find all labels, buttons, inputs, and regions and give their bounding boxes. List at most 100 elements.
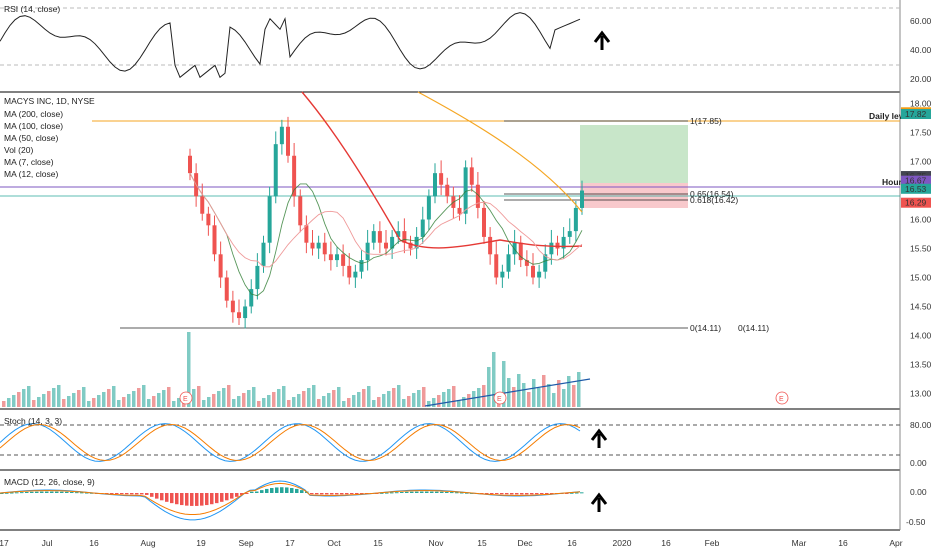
macd-hist-bar bbox=[580, 492, 584, 494]
macd-hist-bar bbox=[465, 492, 469, 494]
candle bbox=[537, 271, 542, 278]
volume-bar bbox=[282, 386, 286, 407]
volume-bar bbox=[527, 392, 531, 407]
candle bbox=[475, 184, 480, 208]
macd-hist-bar bbox=[150, 493, 154, 497]
macd-hist-bar bbox=[130, 493, 134, 495]
candle bbox=[304, 225, 309, 243]
volume-bar bbox=[227, 385, 231, 407]
volume-bar bbox=[347, 398, 351, 407]
macd-hist-bar bbox=[185, 493, 189, 506]
x-tick-label: Nov bbox=[428, 538, 444, 548]
volume-bar bbox=[187, 332, 191, 407]
earnings-marker-label: E bbox=[779, 396, 784, 403]
legend-ma50: MA (50, close) bbox=[4, 133, 58, 143]
volume-bar bbox=[312, 385, 316, 407]
macd-hist-bar bbox=[380, 492, 384, 494]
macd-hist-bar bbox=[400, 492, 404, 494]
candle bbox=[482, 207, 486, 237]
macd-hist-bar bbox=[440, 491, 444, 493]
volume-bar bbox=[577, 372, 581, 407]
volume-bar bbox=[492, 352, 496, 407]
candle bbox=[273, 144, 278, 197]
volume-bar bbox=[162, 390, 166, 407]
stoch-pane: Stoch (14, 3, 3) bbox=[0, 416, 900, 462]
ma-100-line bbox=[417, 91, 583, 213]
macd-hist-bar bbox=[520, 493, 524, 495]
macd-hist-bar bbox=[410, 491, 414, 493]
x-tick-label: 16 bbox=[661, 538, 671, 548]
volume-bar bbox=[302, 391, 306, 407]
candle bbox=[433, 173, 437, 197]
volume-bar bbox=[537, 388, 541, 407]
macd-hist-bar bbox=[290, 488, 294, 493]
macd-tick: 0.00 bbox=[910, 487, 927, 497]
candle bbox=[420, 219, 425, 237]
macd-hist-bar bbox=[430, 491, 434, 493]
macd-hist-bar bbox=[85, 492, 89, 494]
macd-hist-bar bbox=[70, 491, 74, 493]
volume-bar bbox=[117, 400, 121, 407]
candle bbox=[390, 236, 395, 249]
macd-hist-bar bbox=[300, 490, 304, 493]
volume-bar bbox=[387, 391, 391, 407]
ma-12-line bbox=[189, 172, 583, 268]
volume-bar bbox=[262, 398, 266, 407]
macd-hist-bar bbox=[450, 492, 454, 494]
volume-bar bbox=[147, 399, 151, 407]
macd-hist-bar bbox=[215, 493, 219, 504]
x-tick-label: 2020 bbox=[613, 538, 632, 548]
stoch-label: Stoch (14, 3, 3) bbox=[4, 416, 62, 426]
macd-hist-bar bbox=[425, 491, 429, 493]
candle bbox=[512, 242, 517, 255]
volume-bar bbox=[242, 393, 246, 407]
macd-hist-bar bbox=[260, 490, 264, 493]
volume-bar bbox=[72, 393, 76, 407]
volume-bar bbox=[327, 393, 331, 407]
volume-bar bbox=[212, 394, 216, 407]
x-tick-label: Dec bbox=[517, 538, 533, 548]
macd-hist-bar bbox=[125, 493, 129, 495]
price-pane: E E E MACYS INC, 1D, NYSE MA (200, close… bbox=[0, 91, 911, 407]
macd-hist-bar bbox=[525, 493, 529, 495]
volume-bar bbox=[222, 388, 226, 407]
volume-bar bbox=[2, 401, 6, 407]
volume-bar bbox=[367, 386, 371, 407]
rsi-label: RSI (14, close) bbox=[4, 4, 60, 14]
stoch-tick: 0.00 bbox=[910, 458, 927, 468]
legend-ma7: MA (7, close) bbox=[4, 157, 54, 167]
price-tick: 13.50 bbox=[910, 359, 932, 369]
volume-bar bbox=[22, 389, 26, 407]
candle bbox=[365, 242, 370, 261]
macd-hist-bar bbox=[550, 493, 554, 494]
candle bbox=[237, 312, 241, 319]
up-arrow-icon bbox=[590, 492, 608, 512]
volume-trendline bbox=[424, 378, 591, 407]
macd-hist-bar bbox=[360, 493, 364, 494]
macd-hist-bar bbox=[60, 491, 64, 493]
macd-hist-bar bbox=[40, 491, 44, 493]
stoch-tick: 80.00 bbox=[910, 420, 932, 430]
rsi-tick: 20.00 bbox=[910, 74, 932, 84]
volume-bar bbox=[567, 376, 571, 407]
volume-bar bbox=[247, 390, 251, 407]
legend-ma100: MA (100, close) bbox=[4, 121, 63, 131]
macd-hist-bar bbox=[490, 493, 494, 494]
macd-hist-bar bbox=[530, 493, 534, 495]
macd-hist-bar bbox=[385, 492, 389, 494]
volume-bar bbox=[512, 387, 516, 407]
macd-hist-bar bbox=[145, 493, 149, 495]
candle bbox=[243, 306, 248, 319]
price-label-box bbox=[901, 109, 931, 120]
candle bbox=[341, 254, 346, 266]
volume-bar bbox=[452, 386, 456, 407]
macd-hist-bar bbox=[570, 492, 574, 494]
macd-hist-bar bbox=[330, 493, 334, 495]
candle bbox=[279, 126, 284, 145]
candle bbox=[561, 236, 566, 249]
volume-bar bbox=[172, 401, 176, 407]
fib-065-label: 0.65(16.54) bbox=[690, 189, 734, 199]
price-tick: 14.00 bbox=[910, 330, 932, 340]
volume-bar bbox=[12, 395, 16, 407]
volume-bar bbox=[57, 385, 61, 407]
